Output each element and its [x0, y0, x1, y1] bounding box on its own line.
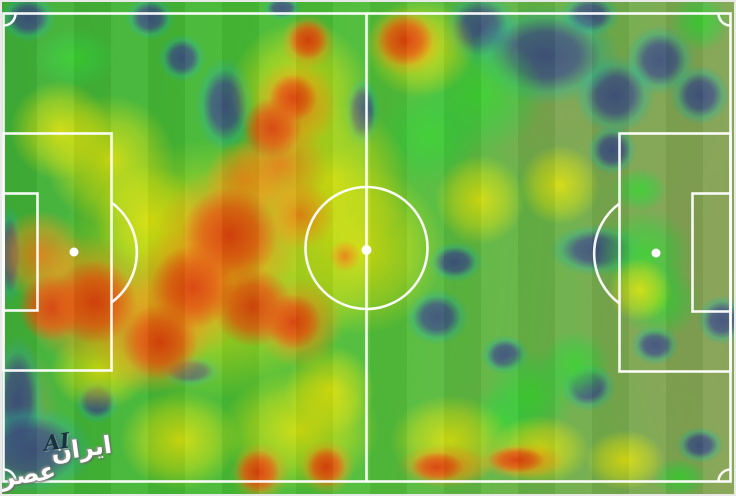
penalty-spot-left: [69, 247, 79, 257]
goal-area-left: [2, 192, 39, 312]
goal-area-right: [691, 192, 732, 313]
corner-arc-top-right: [717, 13, 731, 27]
penalty-arc-left: [110, 201, 139, 304]
penalty-area-right: [618, 132, 732, 373]
center-spot: [361, 245, 372, 255]
center-circle: [304, 185, 429, 311]
penalty-area-left: [2, 132, 113, 372]
corner-arc-top-left: [3, 13, 17, 27]
penalty-arc-right: [592, 202, 621, 305]
corner-arc-bottom-left: [3, 468, 17, 482]
penalty-spot-right: [651, 248, 661, 258]
corner-arc-bottom-right: [717, 468, 731, 482]
